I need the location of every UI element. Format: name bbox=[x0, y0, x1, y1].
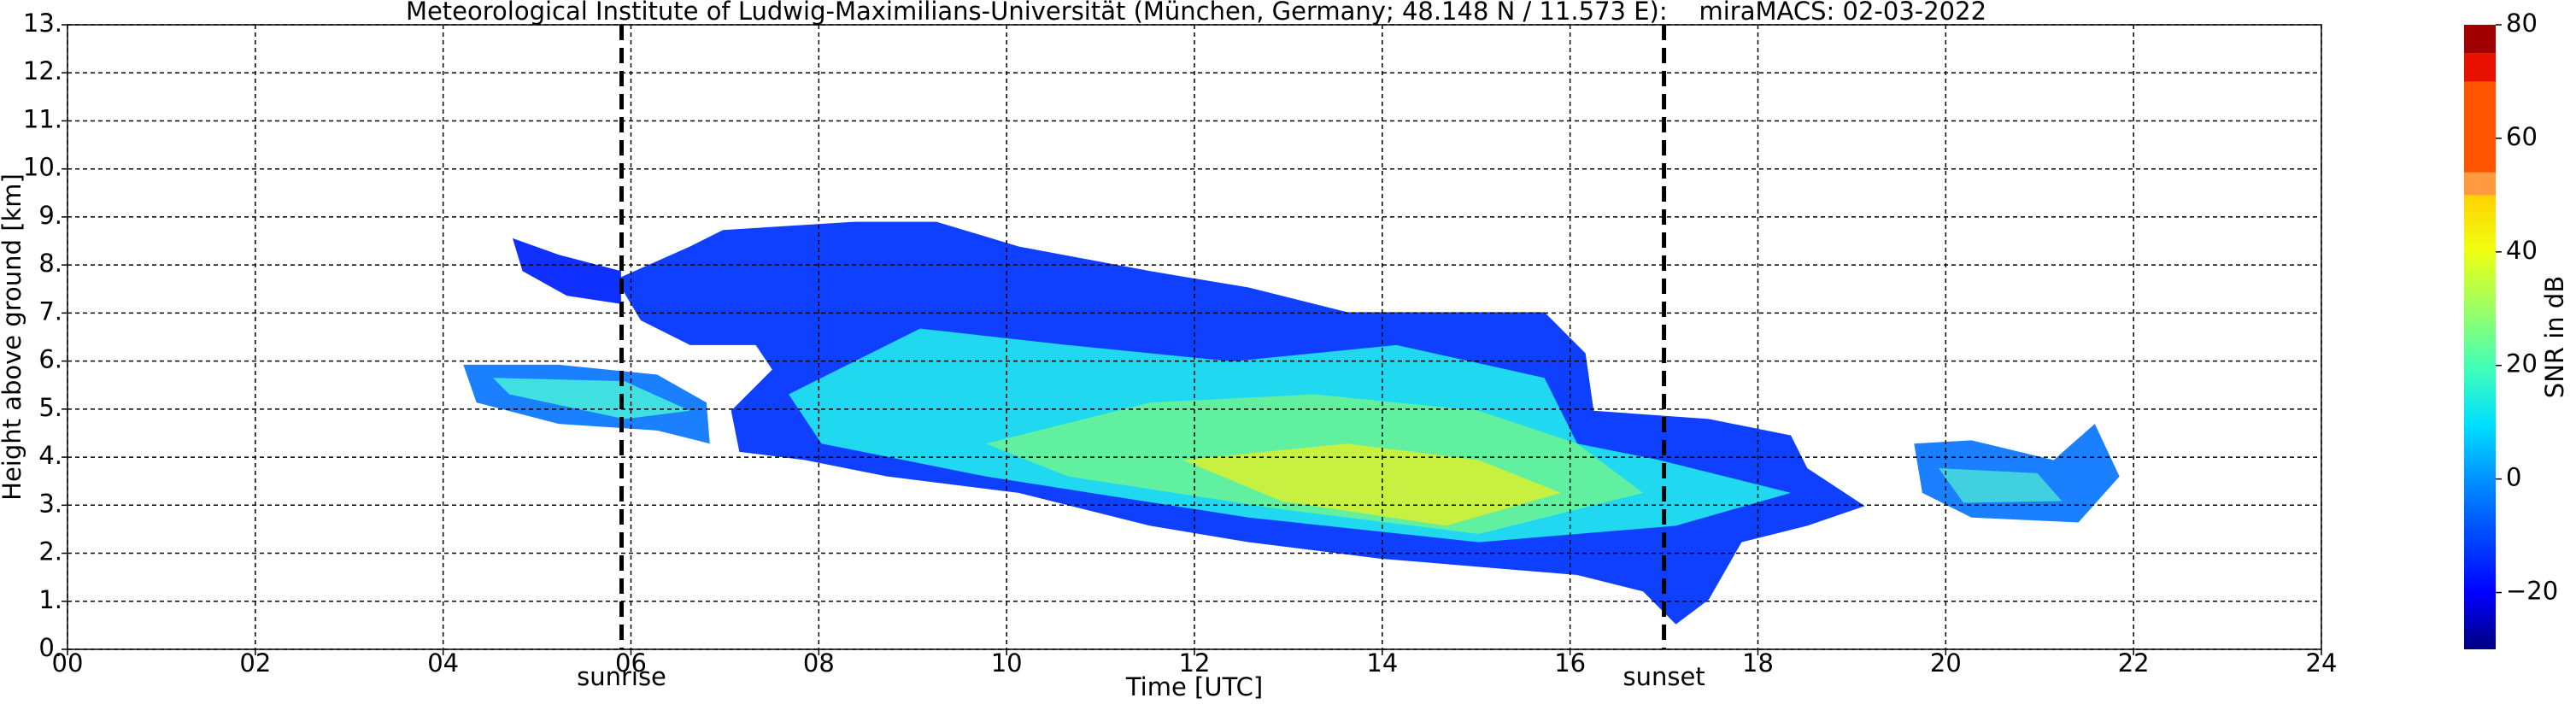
y-tick-label: 2. bbox=[38, 537, 62, 566]
x-tick-label: 00 bbox=[52, 648, 84, 678]
colorbar-tick-label: −20 bbox=[2506, 577, 2558, 606]
x-tick-label: 06 bbox=[615, 648, 647, 678]
colorbar-label: SNR in dB bbox=[2540, 276, 2569, 398]
x-tick-label: 12 bbox=[1179, 648, 1211, 678]
x-tick-label: 14 bbox=[1366, 648, 1398, 678]
y-tick-label: 9. bbox=[38, 201, 62, 230]
x-tick-label: 20 bbox=[1930, 648, 1962, 678]
colorbar-tick-label: 80 bbox=[2506, 9, 2538, 38]
y-tick-label: 6. bbox=[38, 345, 62, 374]
y-tick-label: 8. bbox=[38, 249, 62, 278]
y-tick-label: 0. bbox=[38, 633, 62, 662]
x-tick-label: 02 bbox=[239, 648, 271, 678]
chart-title: Meteorological Institute of Ludwig-Maxim… bbox=[406, 0, 1986, 26]
x-tick-label: 08 bbox=[803, 648, 835, 678]
x-tick-label: 10 bbox=[991, 648, 1023, 678]
y-tick-label: 1. bbox=[38, 585, 62, 614]
x-tick-label: 24 bbox=[2306, 648, 2338, 678]
colorbar-segment bbox=[2464, 25, 2496, 54]
y-tick-label: 11. bbox=[23, 104, 62, 133]
annotation-label: sunrise bbox=[577, 662, 666, 691]
x-tick-label: 16 bbox=[1554, 648, 1586, 678]
radar-echo bbox=[463, 221, 2120, 625]
colorbar-tick-label: 20 bbox=[2506, 349, 2538, 378]
colorbar-tick-label: 60 bbox=[2506, 122, 2538, 151]
colorbar-segment bbox=[2464, 172, 2496, 196]
y-tick-label: 3. bbox=[38, 489, 62, 518]
y-tick-label: 13. bbox=[23, 9, 62, 38]
colorbar-tick-label: 0 bbox=[2506, 463, 2521, 492]
y-tick-label: 7. bbox=[38, 296, 62, 326]
x-tick-label: 04 bbox=[427, 648, 459, 678]
x-axis-label: Time [UTC] bbox=[1125, 672, 1263, 701]
y-axis-label: Height above ground [km] bbox=[0, 173, 26, 501]
colorbar-tick-label: 40 bbox=[2506, 236, 2538, 265]
x-tick-label: 18 bbox=[1742, 648, 1774, 678]
y-tick-label: 12. bbox=[23, 56, 62, 85]
colorbar-segment bbox=[2464, 53, 2496, 82]
y-tick-label: 4. bbox=[38, 441, 62, 470]
y-tick-label: 5. bbox=[38, 393, 62, 422]
x-tick-label: 22 bbox=[2118, 648, 2150, 678]
colorbar-segment bbox=[2464, 81, 2496, 173]
annotation-label: sunset bbox=[1622, 662, 1705, 691]
y-tick-label: 10. bbox=[23, 153, 62, 182]
